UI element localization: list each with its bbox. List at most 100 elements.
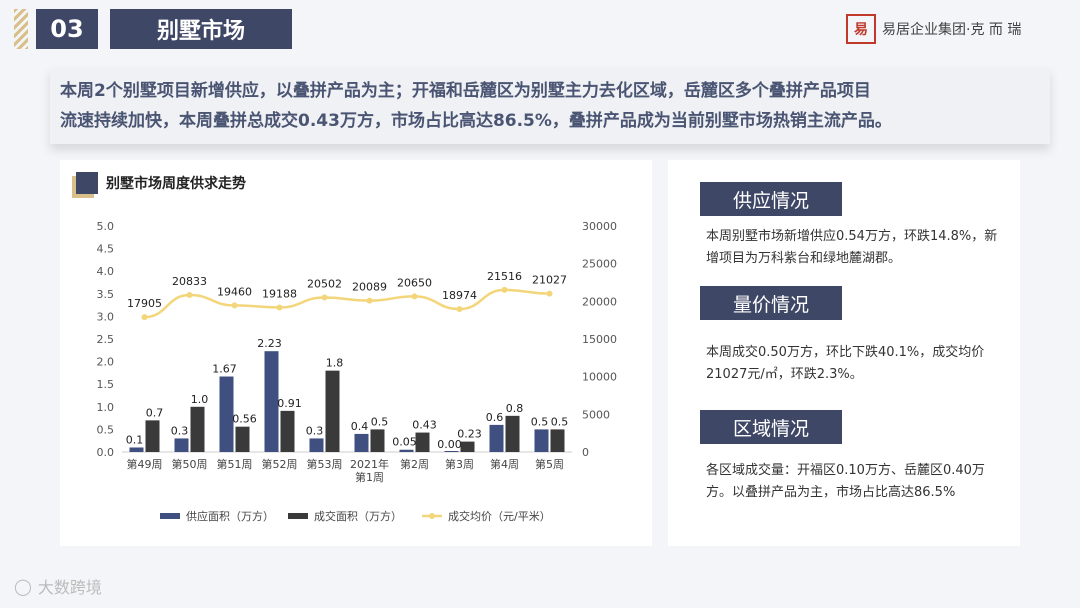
- x-tick-label: 第1周: [355, 470, 384, 484]
- legend-swatch: [160, 513, 180, 519]
- deal-bar: [280, 410, 295, 452]
- supply-heading: 供应情况: [700, 182, 842, 216]
- price-value-label: 17905: [127, 297, 162, 310]
- supply-value-label: 0.00: [437, 438, 462, 451]
- deal-value-label: 1.8: [326, 357, 344, 370]
- deal-bar: [145, 420, 160, 452]
- section-title: 别墅市场: [110, 9, 292, 49]
- price-line: [144, 288, 550, 319]
- volume-price-text: 本周成交0.50万方，环比下跌40.1%，成交均价21027元/㎡，环跌2.3%…: [706, 345, 985, 382]
- supply-value-label: 0.3: [171, 424, 189, 437]
- footer-watermark: ◯ 大数跨境: [14, 574, 102, 598]
- price-value-label: 21516: [487, 270, 522, 283]
- deal-bar: [325, 370, 340, 452]
- supply-value-label: 1.67: [212, 363, 237, 376]
- deal-bar: [415, 432, 430, 452]
- deal-bar: [460, 441, 475, 452]
- y-left-tick-label: 1.0: [97, 401, 115, 414]
- supply-bar: [489, 424, 504, 452]
- supply-bar: [399, 449, 414, 452]
- chart-title: 别墅市场周度供求走势: [76, 172, 246, 194]
- region-heading: 区域情况: [700, 410, 842, 444]
- x-tick-label: 第52周: [262, 457, 298, 471]
- watermark-logo-icon: ◯: [14, 576, 32, 596]
- legend-label: 供应面积（万方）: [186, 509, 274, 523]
- price-point: [411, 293, 418, 300]
- logo-seal-icon: 易: [846, 14, 876, 44]
- deal-bar: [550, 429, 565, 452]
- legend-label: 成交面积（万方）: [314, 509, 402, 523]
- x-tick-label: 第4周: [490, 457, 519, 471]
- supply-bar: [444, 451, 459, 452]
- chart-title-text: 别墅市场周度供求走势: [106, 176, 246, 192]
- supply-bar: [354, 433, 369, 452]
- x-tick-label: 第49周: [127, 457, 163, 471]
- supply-bar: [219, 376, 234, 452]
- deal-value-label: 0.91: [277, 397, 302, 410]
- deal-value-label: 0.5: [371, 415, 389, 428]
- price-point: [321, 294, 328, 301]
- y-right-tick-label: 15000: [582, 333, 617, 346]
- company-logo: 易 易居企业集团·克 而 瑞: [846, 14, 1021, 44]
- deal-value-label: 0.56: [232, 413, 257, 426]
- y-right-tick-label: 25000: [582, 258, 617, 271]
- price-value-label: 20502: [307, 278, 342, 291]
- deal-value-label: 0.8: [506, 402, 524, 415]
- price-point: [501, 286, 508, 293]
- info-panel: 供应情况 本周别墅市场新增供应0.54万方，环跌14.8%，新增项目为万科紫台和…: [668, 160, 1020, 546]
- y-left-tick-label: 2.5: [97, 333, 115, 346]
- supply-value-label: 0.5: [531, 415, 549, 428]
- x-tick-label: 第3周: [445, 457, 474, 471]
- y-right-tick-label: 10000: [582, 371, 617, 384]
- x-tick-label: 第5周: [535, 457, 564, 471]
- x-tick-label: 第50周: [172, 457, 208, 471]
- watermark-text: 大数跨境: [37, 578, 102, 597]
- supply-value-label: 0.6: [486, 411, 504, 424]
- supply-bar: [534, 429, 549, 452]
- price-value-label: 20833: [172, 275, 207, 288]
- price-point: [366, 297, 373, 304]
- y-right-tick-label: 20000: [582, 295, 617, 308]
- x-tick-label: 2021年: [350, 457, 389, 471]
- summary-line-1: 本周2个别墅项目新增供应，以叠拼产品为主；开福和岳麓区为别墅主力去化区域，岳麓区…: [60, 81, 871, 101]
- deal-bar: [235, 426, 250, 452]
- deal-value-label: 0.23: [457, 428, 482, 441]
- y-right-tick-label: 30000: [582, 220, 617, 233]
- y-left-tick-label: 2.0: [97, 356, 115, 369]
- logo-text: 易居企业集团·克 而 瑞: [882, 22, 1022, 38]
- price-value-label: 20650: [397, 276, 432, 289]
- supply-value-label: 0.4: [351, 420, 369, 433]
- y-left-tick-label: 3.5: [97, 288, 115, 301]
- y-left-tick-label: 4.5: [97, 243, 115, 256]
- deal-bar: [370, 429, 385, 452]
- supply-bar: [264, 351, 279, 452]
- x-tick-label: 第51周: [217, 457, 253, 471]
- price-value-label: 19188: [262, 287, 297, 300]
- x-tick-label: 第2周: [400, 457, 429, 471]
- y-left-tick-label: 4.0: [97, 265, 115, 278]
- supply-bar: [309, 438, 324, 452]
- deal-value-label: 1.0: [191, 393, 209, 406]
- deal-bar: [505, 415, 520, 452]
- volume-price-heading: 量价情况: [700, 286, 842, 320]
- y-left-tick-label: 3.0: [97, 310, 115, 323]
- summary-line-2: 流速持续加快，本周叠拼总成交0.43万方，市场占比高达86.5%，叠拼产品成为当…: [60, 111, 892, 131]
- price-point: [141, 314, 148, 321]
- x-tick-label: 第53周: [307, 457, 343, 471]
- deal-value-label: 0.43: [412, 419, 437, 432]
- summary-box: 本周2个别墅项目新增供应，以叠拼产品为主；开福和岳麓区为别墅主力去化区域，岳麓区…: [50, 68, 1050, 144]
- price-value-label: 18974: [442, 289, 477, 302]
- region-text: 各区域成交量：开福区0.10万方、岳麓区0.40万方。以叠拼产品为主，市场占比高…: [706, 463, 985, 500]
- legend-swatch: [288, 513, 308, 519]
- y-right-tick-label: 0: [582, 446, 589, 459]
- supply-bar: [129, 447, 144, 452]
- section-number: 03: [14, 9, 98, 49]
- y-left-tick-label: 0.5: [97, 423, 115, 436]
- supply-text: 本周别墅市场新增供应0.54万方，环跌14.8%，新增项目为万科紫台和绿地麓湖郡…: [706, 229, 998, 266]
- y-left-tick-label: 0.0: [97, 446, 115, 459]
- price-value-label: 20089: [352, 281, 387, 294]
- price-point: [456, 306, 463, 313]
- deal-value-label: 0.5: [551, 415, 569, 428]
- chart-svg: 0.0 0.5 1.0 1.5 2.0 2.5 3.0 3.5 4.0 4.5 5.0 0 5000 10…: [97, 220, 618, 523]
- price-value-label: 21027: [532, 274, 567, 287]
